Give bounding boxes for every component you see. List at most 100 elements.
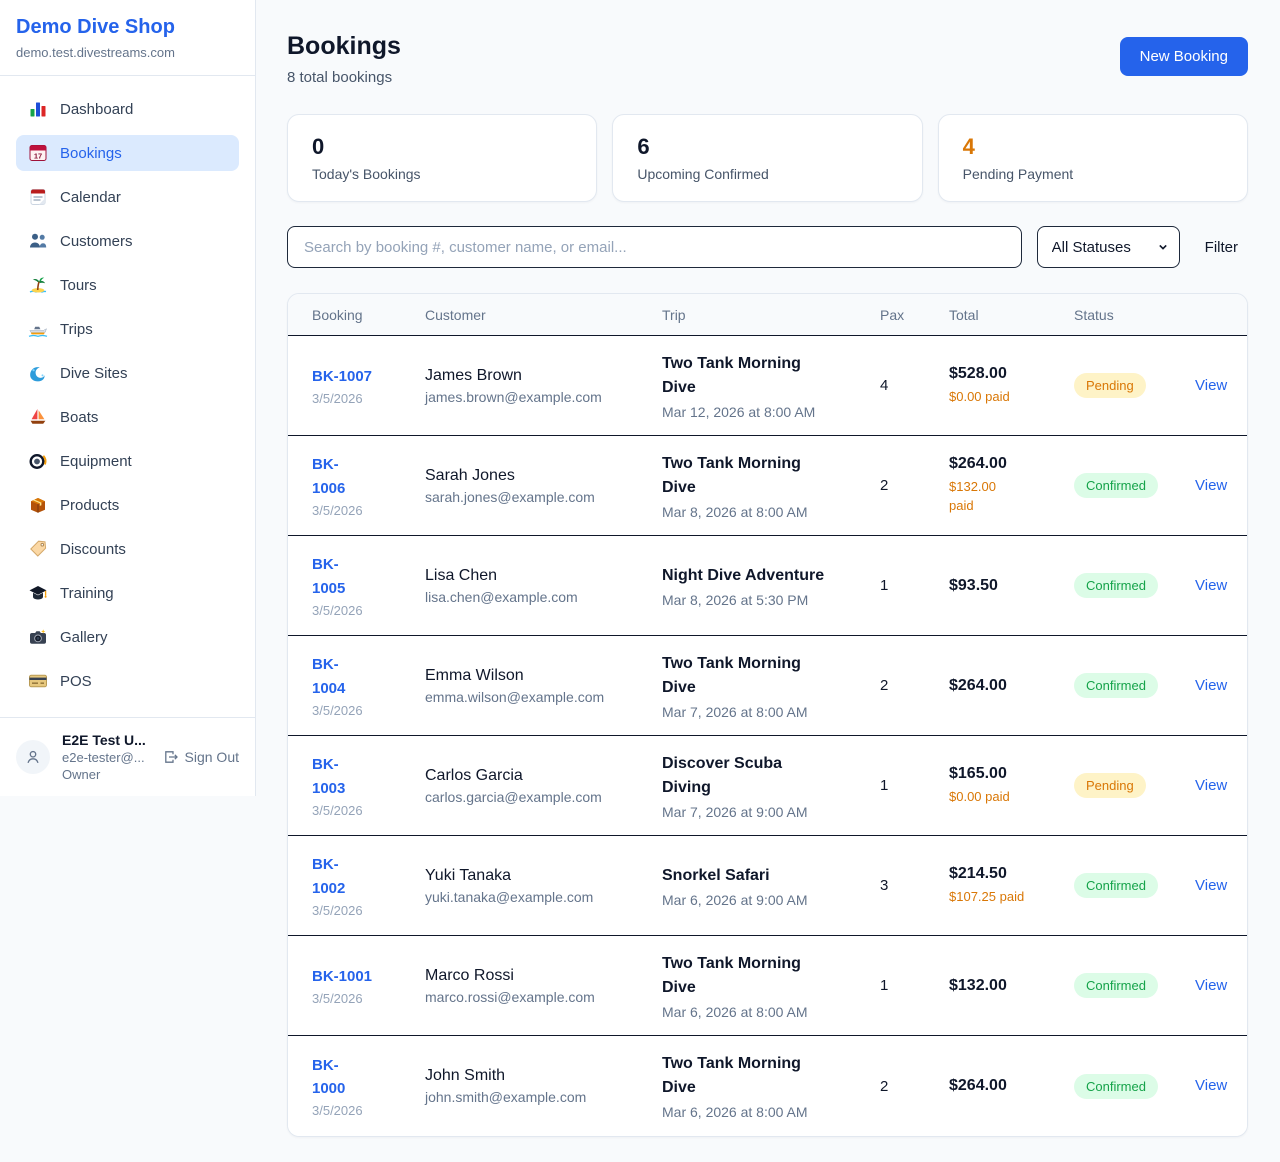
sidebar-item-gallery[interactable]: Gallery xyxy=(16,619,239,655)
brand-name: Demo Dive Shop xyxy=(16,16,175,38)
view-link[interactable]: View xyxy=(1195,776,1228,794)
avatar xyxy=(16,740,50,774)
sidebar-item-label: Customers xyxy=(60,232,133,250)
total-amount: $264.00 xyxy=(949,1077,1007,1094)
stat-card-today-s-bookings: 0 Today's Bookings xyxy=(287,114,598,202)
sidebar-item-dive-sites[interactable]: Dive Sites xyxy=(16,355,239,391)
island-icon xyxy=(28,275,48,295)
trip-datetime: Mar 6, 2026 at 9:00 AM xyxy=(662,891,808,908)
page-header: Bookings 8 total bookings New Booking xyxy=(287,32,1248,86)
paid-amount: $132.00 paid xyxy=(949,479,996,513)
stat-value: 0 xyxy=(312,134,325,159)
new-booking-button[interactable]: New Booking xyxy=(1119,37,1248,76)
sidebar-item-label: Tours xyxy=(60,276,97,294)
user-email: e2e-tester@... xyxy=(62,750,145,765)
trip-datetime: Mar 6, 2026 at 8:00 AM xyxy=(662,1003,808,1020)
status-badge: Confirmed xyxy=(1074,873,1158,898)
trip-name: Two Tank Morning Dive xyxy=(662,954,801,996)
sidebar-item-label: Bookings xyxy=(60,144,122,162)
sign-out-button[interactable]: Sign Out xyxy=(163,749,239,765)
view-link[interactable]: View xyxy=(1195,476,1228,494)
customer-name: Emma Wilson xyxy=(425,666,524,684)
filter-row: All Statuses Filter xyxy=(287,226,1248,268)
status-filter-wrap: All Statuses xyxy=(1036,226,1180,268)
booking-id-link[interactable]: BK- 1002 xyxy=(312,856,346,897)
credit-card-icon xyxy=(28,671,48,691)
sidebar-item-equipment[interactable]: Equipment xyxy=(16,443,239,479)
customer-email: yuki.tanaka@example.com xyxy=(425,888,594,905)
booking-id-link[interactable]: BK- 1000 xyxy=(312,1056,346,1097)
view-link[interactable]: View xyxy=(1195,576,1228,594)
stat-card-upcoming-confirmed: 6 Upcoming Confirmed xyxy=(612,114,923,202)
status-badge: Confirmed xyxy=(1074,473,1158,498)
booking-date: 3/5/2026 xyxy=(312,991,363,1007)
view-link[interactable]: View xyxy=(1195,676,1228,694)
trip-name: Two Tank Morning Dive xyxy=(662,354,801,396)
stat-value: 6 xyxy=(637,134,650,159)
sidebar-item-label: Dashboard xyxy=(60,100,134,118)
customer-name: Marco Rossi xyxy=(425,966,514,984)
tag-icon xyxy=(28,539,48,559)
trip-name: Two Tank Morning Dive xyxy=(662,654,801,696)
pax-value: 1 xyxy=(880,577,889,594)
sidebar-item-training[interactable]: Training xyxy=(16,575,239,611)
booking-id-link[interactable]: BK- 1003 xyxy=(312,756,346,797)
pax-value: 4 xyxy=(880,377,889,394)
booking-id-link[interactable]: BK- 1004 xyxy=(312,656,346,697)
stat-label: Today's Bookings xyxy=(312,166,421,182)
sidebar-item-pos[interactable]: POS xyxy=(16,663,239,699)
status-badge: Confirmed xyxy=(1074,673,1158,698)
table-row: BK- 1005 3/5/2026 Lisa Chen lisa.chen@examp… xyxy=(288,536,1247,636)
view-link[interactable]: View xyxy=(1195,976,1228,994)
booking-id-link[interactable]: BK-1007 xyxy=(312,367,373,385)
page-header-text: Bookings 8 total bookings xyxy=(287,32,401,86)
customer-name: Yuki Tanaka xyxy=(425,866,511,884)
status-filter-select[interactable]: All Statuses xyxy=(1036,226,1180,268)
pax-value: 1 xyxy=(880,777,889,794)
sidebar-item-customers[interactable]: Customers xyxy=(16,223,239,259)
view-link[interactable]: View xyxy=(1195,376,1228,394)
customer-email: marco.rossi@example.com xyxy=(425,988,595,1005)
sidebar-item-trips[interactable]: Trips xyxy=(16,311,239,347)
booking-date: 3/5/2026 xyxy=(312,702,363,718)
customer-email: emma.wilson@example.com xyxy=(425,688,605,705)
booking-id-link[interactable]: BK-1001 xyxy=(312,967,373,985)
view-link[interactable]: View xyxy=(1195,1077,1228,1094)
sidebar-item-tours[interactable]: Tours xyxy=(16,267,239,303)
booking-id-link[interactable]: BK- 1005 xyxy=(312,556,346,597)
column-header-total: Total xyxy=(949,306,979,323)
trip-name: Snorkel Safari xyxy=(662,866,770,884)
user-name: E2E Test U... xyxy=(62,732,146,748)
table-row: BK-1007 3/5/2026 James Brown james.brown@ex… xyxy=(288,336,1247,436)
sidebar-item-dashboard[interactable]: Dashboard xyxy=(16,91,239,127)
brand-domain: demo.test.divestreams.com xyxy=(16,45,175,60)
table-row: BK- 1000 3/5/2026 John Smith john.smith@exa… xyxy=(288,1036,1247,1136)
sidebar-item-products[interactable]: Products xyxy=(16,487,239,523)
table-row: BK-1001 3/5/2026 Marco Rossi marco.rossi@ex… xyxy=(288,936,1247,1036)
table-row: BK- 1004 3/5/2026 Emma Wilson emma.wilson@e… xyxy=(288,636,1247,736)
sidebar-item-calendar[interactable]: Calendar xyxy=(16,179,239,215)
total-amount: $528.00 xyxy=(949,364,1007,382)
sidebar-item-label: Training xyxy=(60,584,114,602)
camera-icon xyxy=(28,627,48,647)
filter-button[interactable]: Filter xyxy=(1195,231,1248,264)
customer-email: lisa.chen@example.com xyxy=(425,588,578,605)
sidebar-item-discounts[interactable]: Discounts xyxy=(16,531,239,567)
stat-card-pending-payment: 4 Pending Payment xyxy=(937,114,1248,202)
customer-name: Lisa Chen xyxy=(425,566,498,584)
customer-name: Sarah Jones xyxy=(425,466,515,484)
sidebar-item-boats[interactable]: Boats xyxy=(16,399,239,435)
bookings-table: Booking Customer Trip Pax Total Status BK-100… xyxy=(287,293,1248,1137)
booking-date: 3/5/2026 xyxy=(312,391,363,407)
view-link[interactable]: View xyxy=(1195,876,1228,894)
sidebar-item-bookings[interactable]: 17 Bookings xyxy=(16,135,239,171)
stat-value: 4 xyxy=(962,134,975,159)
sidebar-nav: Dashboard 17 Bookings Calendar Customers Tour… xyxy=(0,75,255,717)
booking-id-link[interactable]: BK- 1006 xyxy=(312,456,346,497)
customer-email: john.smith@example.com xyxy=(425,1089,587,1105)
diving-mask-icon xyxy=(28,451,48,471)
booking-date: 3/5/2026 xyxy=(312,1103,363,1119)
status-badge: Confirmed xyxy=(1074,1073,1158,1099)
search-input[interactable] xyxy=(287,226,1022,268)
sidebar: Demo Dive Shop demo.test.divestreams.com… xyxy=(0,0,256,796)
